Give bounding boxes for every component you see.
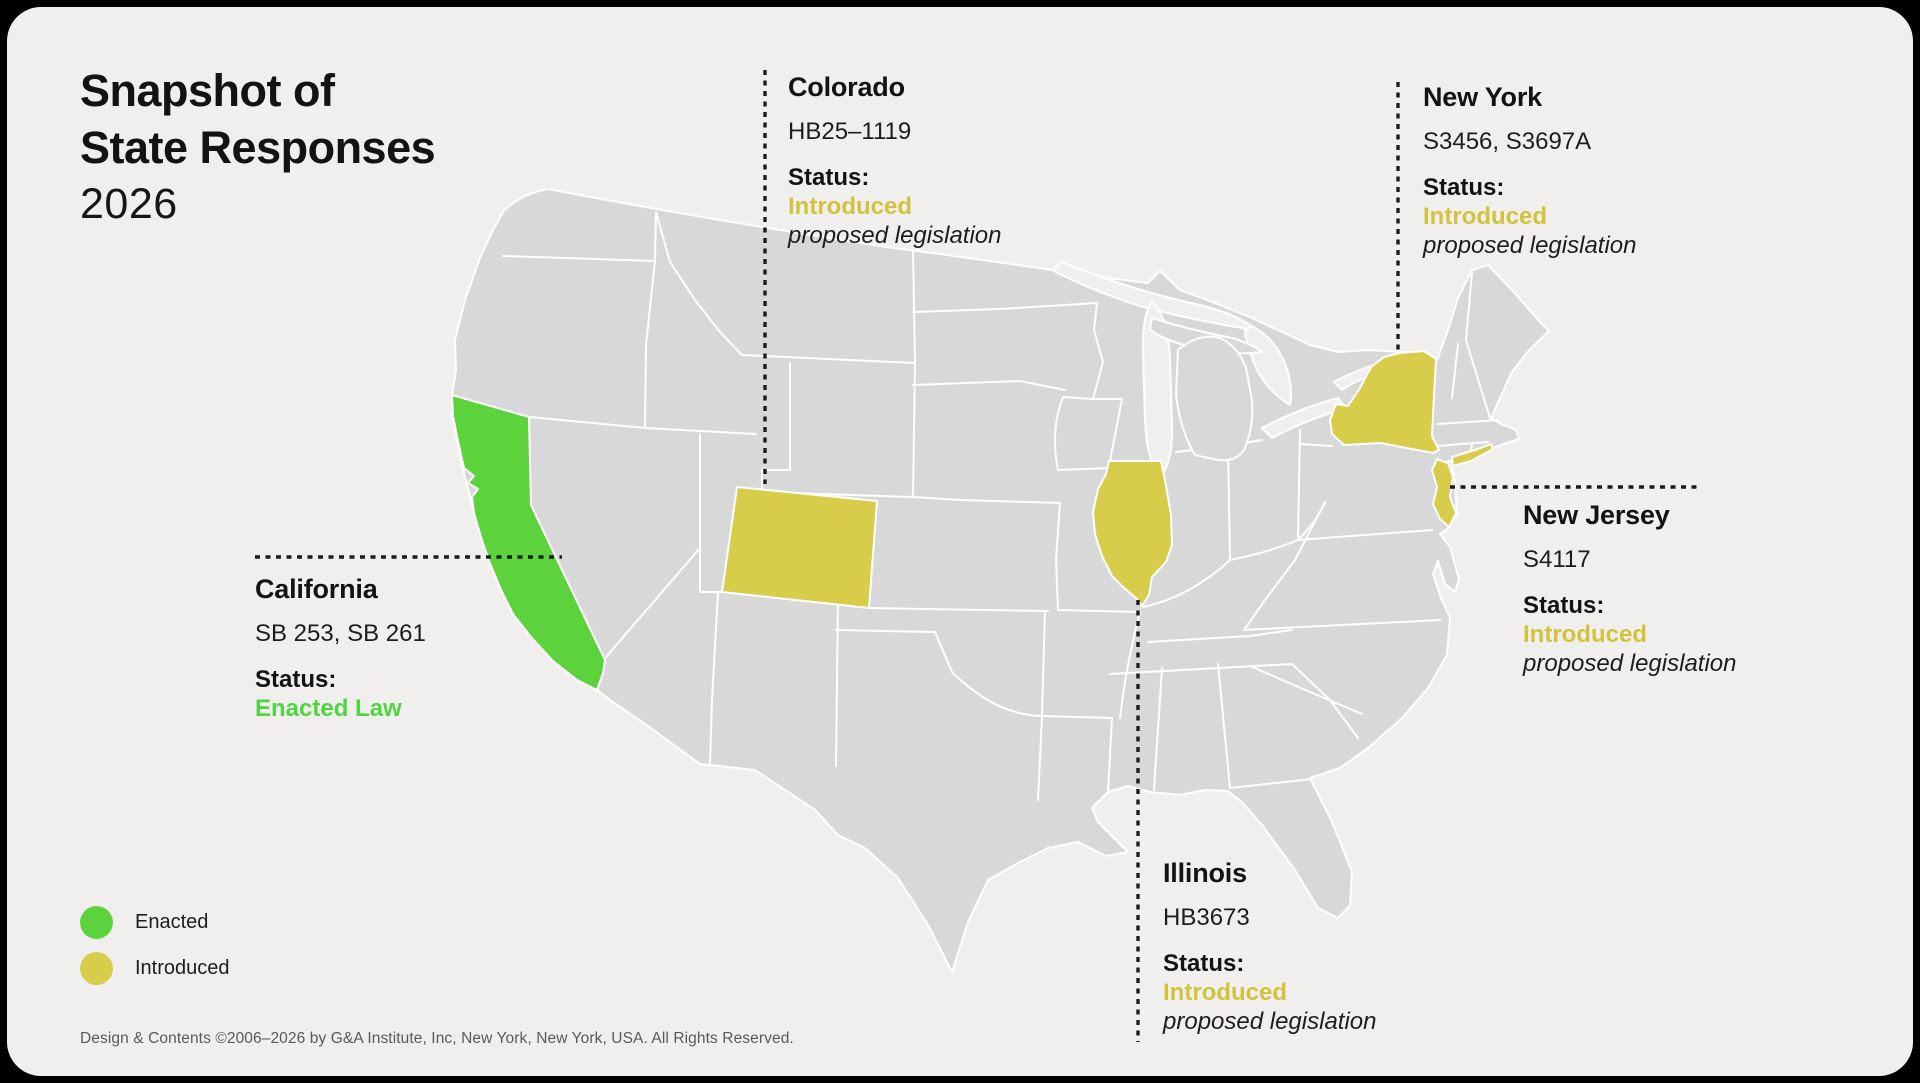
great-lakes — [1051, 261, 1397, 479]
status-label: Status: — [1523, 592, 1605, 619]
enacted-swatch-icon — [80, 906, 113, 939]
state-new-york-long-island — [1451, 443, 1494, 467]
callout-bills: SB 253, SB 261 — [255, 620, 426, 647]
status-note: proposed legislation — [788, 222, 1002, 249]
status-value: Introduced — [1163, 979, 1287, 1006]
state-california — [451, 394, 606, 691]
us-map — [255, 70, 1702, 1042]
status-value: Enacted Law — [255, 695, 402, 722]
status-note: proposed legislation — [1523, 650, 1737, 677]
callout-new-york: New York S3456, S3697A Status: Introduce… — [1423, 82, 1636, 260]
status-note: proposed legislation — [1163, 1008, 1377, 1035]
callout-state-name: Illinois — [1163, 858, 1247, 888]
callout-bills: S4117 — [1523, 546, 1591, 573]
status-note: proposed legislation — [1423, 232, 1637, 259]
status-label: Status: — [255, 666, 337, 693]
status-value: Introduced — [1423, 203, 1547, 230]
lake-erie — [1261, 397, 1347, 439]
callout-bills: HB25–1119 — [788, 118, 912, 145]
legend: Enacted Introduced — [80, 906, 230, 998]
callout-bills: S3456, S3697A — [1423, 128, 1592, 155]
callout-bills: HB3673 — [1163, 904, 1250, 931]
callout-illinois: Illinois HB3673 Status: Introduced propo… — [1163, 858, 1376, 1036]
callout-state-name: Colorado — [788, 72, 905, 102]
stage: Snapshot of State Responses 2026 Colorad… — [7, 7, 1913, 1076]
infographic-card: Snapshot of State Responses 2026 Colorad… — [7, 7, 1913, 1076]
michigan-mitten — [1175, 335, 1254, 462]
title-line-2: State Responses — [80, 122, 436, 173]
state-colorado — [721, 486, 878, 609]
michigan-upper-peninsula — [1149, 317, 1263, 355]
connectors — [255, 70, 1702, 1042]
us-landmass — [451, 188, 1550, 973]
status-value: Introduced — [1523, 621, 1647, 648]
page-title: Snapshot of State Responses 2026 — [80, 62, 436, 233]
status-label: Status: — [788, 164, 870, 191]
status-value: Introduced — [788, 193, 912, 220]
callout-state-name: New York — [1423, 82, 1542, 112]
callout-new-jersey: New Jersey S4117 Status: Introduced prop… — [1523, 500, 1736, 678]
title-line-1: Snapshot of — [80, 65, 335, 116]
introduced-swatch-icon — [80, 952, 113, 985]
callout-california: California SB 253, SB 261 Status: Enacte… — [255, 574, 426, 723]
legend-item-introduced: Introduced — [80, 952, 230, 985]
status-label: Status: — [1163, 950, 1245, 977]
callout-state-name: California — [255, 574, 378, 604]
callout-state-name: New Jersey — [1523, 500, 1670, 530]
copyright-footer: Design & Contents ©2006–2026 by G&A Inst… — [80, 1030, 794, 1047]
callout-colorado: Colorado HB25–1119 Status: Introduced pr… — [788, 72, 1001, 250]
status-label: Status: — [1423, 174, 1505, 201]
state-new-york — [1329, 350, 1440, 454]
legend-label: Enacted — [135, 911, 209, 933]
legend-label: Introduced — [135, 957, 230, 979]
title-year: 2026 — [80, 180, 178, 228]
legend-item-enacted: Enacted — [80, 906, 230, 939]
state-new-jersey — [1431, 458, 1457, 528]
